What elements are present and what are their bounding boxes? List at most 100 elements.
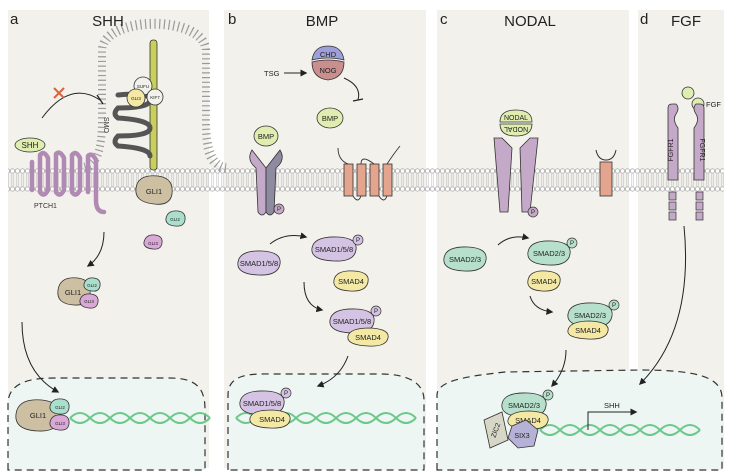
panel-b-letter: b [228, 11, 236, 28]
gli-complex-gli2-label: GLI2 [87, 283, 97, 288]
gli-complex-gli3 [79, 293, 99, 309]
complex-smad158-p-label: P [374, 309, 378, 315]
panel-a-letter: a [10, 11, 19, 28]
panel-d: d FGF FGF FGFR1 FGFR1 [639, 11, 721, 385]
sufu-label: SUFU [137, 84, 149, 89]
gli2-free [165, 210, 186, 227]
gli1-free-label: GLI1 [146, 187, 162, 196]
inhibition-bar [96, 94, 104, 105]
nog-protein [311, 59, 345, 81]
antagonist-receptor-loops [337, 145, 401, 201]
tsg-label: TSG [264, 69, 280, 78]
shh-inhibition-arc [41, 92, 101, 119]
bmp-receptor-right [265, 149, 283, 216]
panel-c-title: NODAL [504, 13, 556, 30]
nuclear-smad4-c-label: SMAD4 [515, 416, 541, 425]
arrow-smad23-activation [497, 233, 530, 246]
panel-a-title: SHH [92, 13, 124, 30]
kif7-protein [146, 88, 164, 106]
dna-helix-a [69, 412, 211, 424]
fgf-ligand-bound [681, 86, 695, 100]
complex-smad23-label: SMAD2/3 [574, 311, 606, 320]
fgfr1-right [693, 103, 705, 181]
gli-complex-gli3-label: GLI3 [84, 299, 94, 304]
nuclear-smad158-label: SMAD1/5/8 [243, 399, 281, 408]
nuclear-gli3 [49, 414, 70, 431]
gli3-cilium-label: GLI3 [131, 96, 141, 101]
gli3-free [143, 234, 163, 250]
arrow-to-smad-complex-c [529, 295, 554, 315]
ptch1-receptor [29, 151, 107, 215]
target-gene-label: SHH [604, 401, 620, 410]
complex-smad4-c [567, 320, 609, 340]
nodal-coreceptor [595, 149, 617, 161]
kif7-label: KIF7 [150, 95, 160, 100]
fgfr1-left-label: FGFR1 [668, 138, 675, 161]
gli3-cilium-protein [126, 88, 146, 108]
smad23-phospho [527, 240, 571, 266]
smad23-phospho-label: SMAD2/3 [533, 249, 565, 258]
blocked-x-icon [53, 87, 65, 99]
nodal-receptor-phospho [527, 206, 539, 218]
nodal-ligand-bottom [499, 123, 533, 137]
complex-smad4-c-label: SMAD4 [575, 326, 601, 335]
fgfr1-left [667, 103, 679, 181]
fgf-ligand-label: FGF [706, 100, 721, 109]
gli1-free [135, 175, 173, 205]
complex-smad4 [347, 327, 389, 347]
fgfr1-intracellular [668, 191, 704, 221]
smad158-phospho-label: SMAD1/5/8 [315, 245, 353, 254]
smad4-free-label: SMAD4 [338, 277, 364, 286]
zic2-label: ZIC2 [491, 422, 503, 439]
complex-smad23-p [608, 299, 620, 311]
gli2-free-label: GLI2 [170, 217, 180, 222]
smad158-phospho-p [352, 234, 364, 246]
nodal-bottom-label: NODAL [504, 125, 528, 132]
bmp-bound-label: BMP [258, 132, 274, 141]
arrow-to-nucleus-a [21, 321, 60, 393]
panel-c: c NODAL NODAL NODAL P SMAD2/3 SMAD2/3 P … [440, 11, 701, 449]
smad23-free-label: SMAD2/3 [449, 255, 481, 264]
six3-label: SIX3 [514, 433, 529, 440]
shh-ligand-label: SHH [22, 141, 39, 150]
smad158-phospho [311, 236, 357, 262]
nuclear-gli1-label: GLI1 [30, 411, 46, 420]
complex-smad158 [329, 308, 375, 334]
panel-d-title: FGF [671, 13, 701, 30]
nog-inhibition-arc [343, 77, 360, 101]
nodal-ligand-top [499, 109, 533, 123]
ptch1-label: PTCH1 [34, 203, 57, 210]
six3-protein [507, 419, 539, 449]
smad4-free [333, 270, 369, 292]
bmp-free-label: BMP [322, 114, 338, 123]
gli3-free-label: GLI3 [148, 241, 158, 246]
complex-smad158-p [370, 305, 382, 317]
nuclear-smad158 [239, 390, 285, 416]
smad4-free-c [527, 270, 561, 292]
panel-b-title: BMP [306, 13, 339, 30]
bmp-receptor-p-label: P [277, 207, 281, 213]
smo-label: SMO [102, 117, 109, 134]
arrow-to-smad-complex-b [303, 281, 324, 313]
nucleus-cd [436, 369, 723, 471]
complex-smad23-p-label: P [612, 303, 616, 309]
bmp-bound-ligand [253, 125, 279, 147]
arrow-to-nucleus-b [316, 355, 349, 388]
nuclear-smad23-p [542, 389, 554, 401]
panel-c-letter: c [440, 11, 448, 28]
smad23-free [443, 246, 487, 272]
nuclear-smad4-b-label: SMAD4 [259, 415, 285, 424]
fgfr1-right-label: FGFR1 [698, 139, 705, 162]
smad158-phospho-p-label: P [356, 238, 360, 244]
nodal-top-label: NODAL [504, 115, 528, 122]
ptch1-loops [38, 150, 99, 197]
nog-inhibition-bar [352, 98, 364, 102]
bmp-free-ligand [316, 107, 344, 129]
nog-label: NOG [319, 66, 336, 75]
complex-smad158-label: SMAD1/5/8 [333, 317, 371, 326]
arrow-to-nucleus-c [551, 349, 567, 388]
panel-b: b BMP CHD NOG TSG BMP BMP P SMAD1/5/8 [228, 11, 417, 429]
nodal-coreceptor-body [599, 161, 613, 197]
arrow-fgf-to-nucleus [639, 225, 687, 385]
